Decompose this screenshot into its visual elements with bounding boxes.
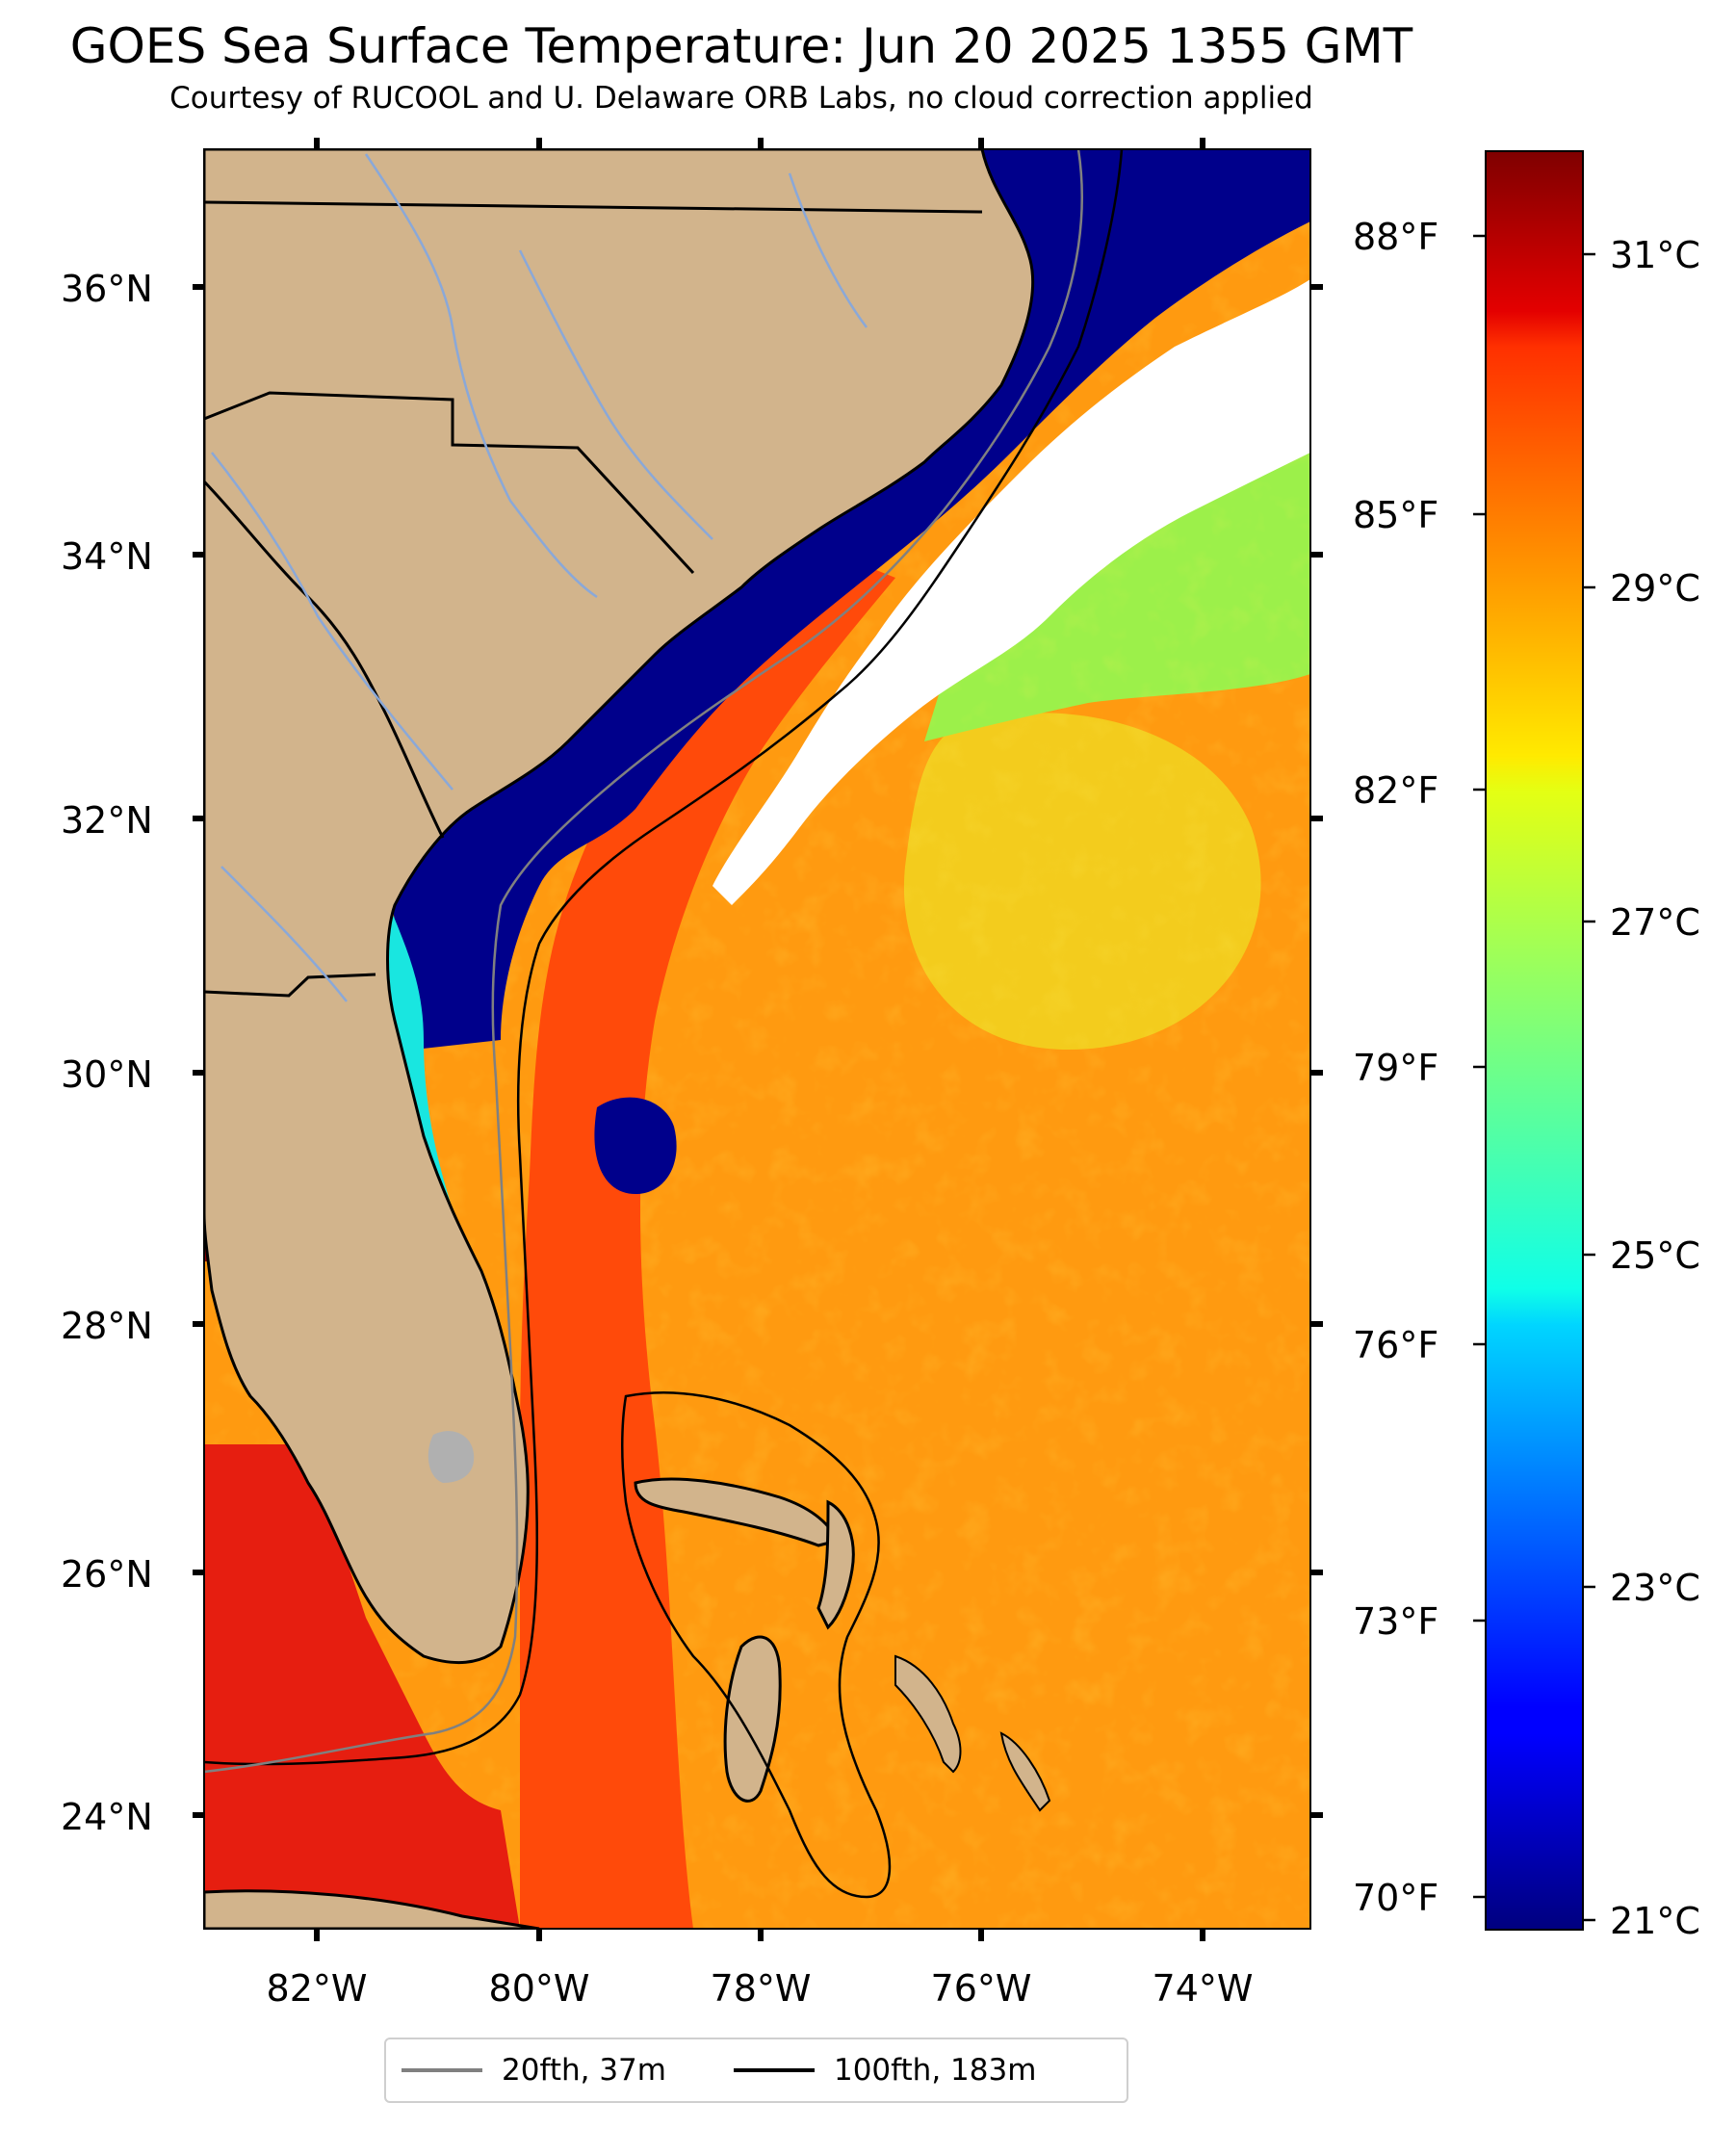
legend-label-100fth: 100fth, 183m [833, 2053, 1037, 2088]
cold-eddy-blob [594, 1097, 677, 1194]
f-label-73: 73°F [1353, 1600, 1438, 1643]
c-label-25: 25°C [1610, 1234, 1700, 1277]
lon-label-74: 74°W [1153, 1967, 1254, 2010]
f-label-76: 76°F [1353, 1324, 1438, 1366]
c-label-31: 31°C [1610, 234, 1700, 276]
lon-label-76: 76°W [931, 1967, 1032, 2010]
land-abaco [816, 1499, 855, 1630]
isobath-bahama-bank [621, 1391, 892, 1899]
map-title: GOES Sea Surface Temperature: Jun 20 202… [69, 18, 1413, 74]
lake-okeechobee [428, 1431, 475, 1483]
colorbar-celsius-axis: 31°C 29°C 27°C 25°C 23°C 21°C [1583, 234, 1700, 1942]
cloud-mask [713, 279, 1310, 905]
cold-shelf-water [385, 149, 1310, 1050]
c-label-27: 27°C [1610, 901, 1700, 944]
lat-label-32: 32°N [61, 799, 153, 842]
lon-label-80: 80°W [489, 1967, 590, 2010]
land-eleuthera [894, 1654, 962, 1774]
isobath-legend: 20fth, 37m 100fth, 183m [384, 2038, 1128, 2103]
lat-label-28: 28°N [61, 1305, 153, 1347]
lat-label-34: 34°N [61, 535, 153, 578]
map-panel [204, 149, 1310, 1929]
isobath-100fth [204, 149, 1124, 1766]
legend-item-100fth: 100fth, 183m [733, 2053, 1037, 2088]
legend-line-100fth [733, 2068, 815, 2072]
longitude-axis: 82°W 80°W 78°W 76°W 74°W [267, 138, 1254, 2010]
f-label-88: 88°F [1353, 216, 1438, 258]
colorbar [1485, 150, 1584, 1931]
c-label-21: 21°C [1610, 1900, 1700, 1942]
lon-label-82: 82°W [267, 1967, 368, 2010]
colorbar-fahrenheit-axis: 88°F 85°F 82°F 79°F 76°F 73°F 70°F [1353, 216, 1486, 1919]
land-southeast-us [204, 149, 1035, 1665]
isobath-20fth [204, 149, 1083, 1774]
c-label-23: 23°C [1610, 1567, 1700, 1609]
lon-label-78: 78°W [711, 1967, 812, 2010]
land-long-island [999, 1731, 1051, 1812]
map-subtitle: Courtesy of RUCOOL and U. Delaware ORB L… [169, 81, 1313, 116]
map-frame [203, 148, 1311, 1930]
f-label-82: 82°F [1353, 769, 1438, 812]
land-cuba [204, 1889, 540, 1929]
state-boundaries [204, 200, 983, 998]
f-label-79: 79°F [1353, 1047, 1438, 1089]
nearshore-cyan [383, 896, 520, 1435]
gulf-stream [520, 558, 895, 1929]
f-label-85: 85°F [1353, 494, 1438, 536]
latitude-axis: 36°N 34°N 32°N 30°N 28°N 26°N 24°N [61, 268, 1323, 1838]
rivers [211, 153, 868, 1002]
lat-label-26: 26°N [61, 1553, 153, 1596]
legend-line-20fth [402, 2068, 482, 2072]
f-label-70: 70°F [1353, 1877, 1438, 1919]
legend-label-20fth: 20fth, 37m [502, 2053, 666, 2088]
lat-label-36: 36°N [61, 268, 153, 310]
lat-label-30: 30°N [61, 1053, 153, 1096]
gulf-of-mexico-warm [204, 1444, 520, 1929]
legend-item-20fth: 20fth, 37m [402, 2053, 666, 2088]
lat-label-24: 24°N [61, 1796, 153, 1838]
land-andros-island [723, 1635, 782, 1803]
c-label-29: 29°C [1610, 567, 1700, 610]
